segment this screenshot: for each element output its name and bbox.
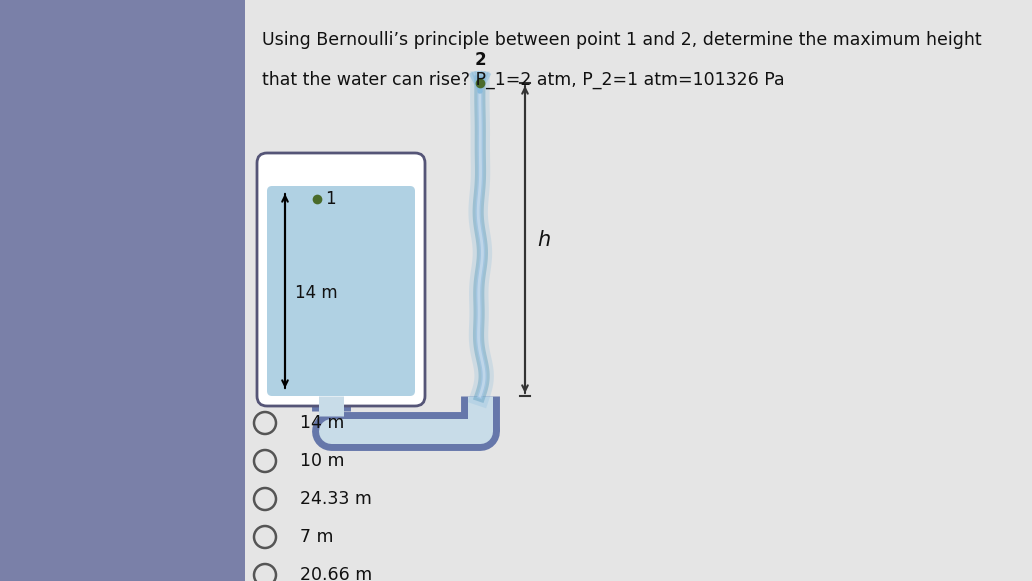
Text: that the water can rise? P_1=2 atm, P_2=1 atm=101326 Pa: that the water can rise? P_1=2 atm, P_2=… <box>262 71 784 89</box>
Bar <box>245 0 1032 581</box>
Text: Using Bernoulli’s principle between point 1 and 2, determine the maximum height: Using Bernoulli’s principle between poin… <box>262 31 981 49</box>
FancyBboxPatch shape <box>257 153 425 406</box>
FancyBboxPatch shape <box>267 186 415 396</box>
Text: 20.66 m: 20.66 m <box>300 566 373 581</box>
Text: 14 m: 14 m <box>300 414 345 432</box>
Text: 24.33 m: 24.33 m <box>300 490 372 508</box>
Text: 1: 1 <box>325 190 335 208</box>
Text: 7 m: 7 m <box>300 528 333 546</box>
Text: 14 m: 14 m <box>295 285 337 303</box>
Text: 10 m: 10 m <box>300 452 345 470</box>
Text: h: h <box>537 229 550 249</box>
Text: 2: 2 <box>474 51 486 69</box>
